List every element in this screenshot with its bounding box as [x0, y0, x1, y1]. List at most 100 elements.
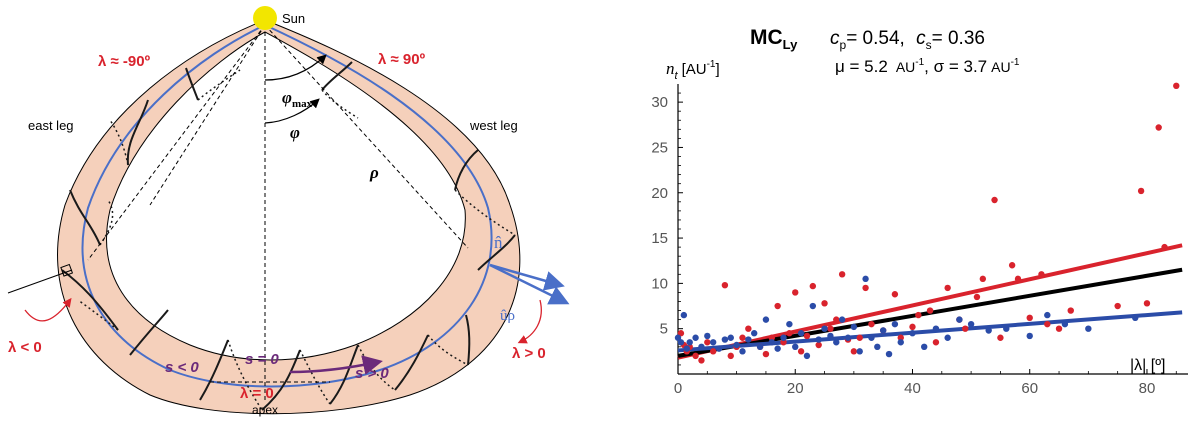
data-point — [1026, 332, 1033, 340]
chart-axes: 0 20 40 60 80 5 10 15 20 25 30 — [651, 84, 1188, 397]
data-point — [991, 196, 998, 204]
data-point — [944, 334, 951, 341]
data-point — [956, 316, 963, 323]
y-tick-label: 20 — [651, 185, 668, 202]
data-point — [897, 339, 904, 346]
data-point — [803, 352, 811, 360]
data-point — [1137, 187, 1145, 195]
data-point — [885, 350, 893, 358]
data-point — [677, 339, 685, 346]
data-point — [762, 316, 770, 323]
data-point — [739, 348, 746, 355]
data-point — [721, 336, 729, 343]
data-point — [879, 327, 887, 334]
data-point — [709, 339, 717, 346]
data-point — [680, 311, 688, 319]
lambda-pos-arc — [517, 299, 542, 344]
data-point — [1003, 325, 1010, 332]
data-point — [721, 281, 729, 289]
data-point — [704, 332, 711, 340]
data-point — [1044, 311, 1051, 319]
lambda-neg-arc — [24, 297, 72, 322]
data-point — [944, 284, 951, 292]
data-point — [692, 334, 699, 341]
data-point — [891, 320, 899, 328]
data-point — [745, 336, 752, 343]
data-point — [897, 334, 904, 341]
right-angle-mark — [60, 263, 74, 277]
data-point — [856, 334, 863, 341]
data-point — [862, 284, 869, 292]
data-point — [709, 348, 717, 355]
data-point — [874, 343, 881, 351]
data-point — [962, 325, 969, 332]
n-hat-label: n̂ — [494, 233, 503, 252]
s-direction-arrow — [289, 355, 383, 375]
sun-marker — [253, 6, 277, 30]
y-tick-label: 30 — [651, 94, 668, 111]
phi-arc — [264, 98, 320, 124]
x-tick-label: 20 — [787, 380, 804, 397]
construction-lines — [87, 24, 469, 400]
lambda-lt0-label: λ < 0 — [8, 339, 42, 356]
x-tick-label: 40 — [904, 380, 921, 397]
data-point — [727, 352, 734, 360]
data-point — [745, 325, 752, 332]
data-point — [1114, 302, 1121, 310]
data-point — [733, 341, 740, 349]
data-point — [715, 345, 723, 352]
data-point — [868, 320, 875, 328]
data-point — [797, 348, 805, 355]
data-point — [692, 352, 699, 360]
data-point — [686, 339, 693, 346]
data-point — [809, 302, 817, 310]
data-point — [932, 339, 940, 346]
data-point — [809, 282, 817, 290]
lambda-east-label: λ ≈ -90º — [98, 53, 151, 70]
lambda-eq0-label: λ = 0 — [240, 385, 274, 402]
u-rho-vector — [489, 263, 570, 305]
phi-max-arc — [264, 54, 327, 81]
data-point — [827, 325, 834, 332]
data-point — [1044, 320, 1051, 328]
data-point — [1085, 325, 1092, 332]
x-tick-label: 80 — [1139, 380, 1156, 397]
data-point — [1132, 314, 1139, 322]
flux-rope-diagram: Sun λ ≈ -90º λ ≈ 90º east leg west leg φ… — [7, 6, 570, 417]
west-leg-label: west leg — [469, 118, 518, 133]
data-point — [683, 345, 690, 352]
data-point — [768, 339, 775, 346]
data-point — [1026, 314, 1033, 322]
data-point — [827, 332, 834, 340]
data-point — [774, 302, 781, 310]
data-point — [815, 336, 822, 343]
data-point — [979, 275, 987, 283]
data-point — [751, 330, 758, 337]
data-point — [1061, 320, 1069, 328]
data-point — [909, 330, 916, 337]
data-point — [1014, 275, 1022, 283]
data-point — [926, 307, 934, 314]
data-point — [821, 300, 828, 307]
chart-stats: μ = 5.2 AU-1, σ = 3.7 AU-1 — [835, 57, 1020, 76]
x-axis-label: |λ| [º] — [1130, 357, 1166, 374]
n-hat-vector — [489, 263, 565, 291]
data-point — [1161, 243, 1168, 251]
data-point — [786, 330, 793, 337]
data-point — [856, 348, 863, 355]
data-point — [704, 339, 711, 346]
flux-rope-tube — [57, 19, 521, 415]
field-lines — [61, 61, 516, 411]
regression-line — [677, 243, 1183, 360]
data-point — [698, 357, 705, 364]
data-point — [792, 289, 799, 296]
data-point — [850, 348, 858, 355]
apex-label: apex — [252, 403, 278, 417]
data-point — [838, 316, 846, 323]
x-tick-label: 60 — [1021, 380, 1038, 397]
data-point — [762, 350, 770, 358]
data-point — [868, 334, 875, 341]
data-point — [1143, 300, 1151, 307]
regression-lines — [677, 243, 1183, 360]
s-eq0-label: s = 0 — [245, 351, 279, 368]
